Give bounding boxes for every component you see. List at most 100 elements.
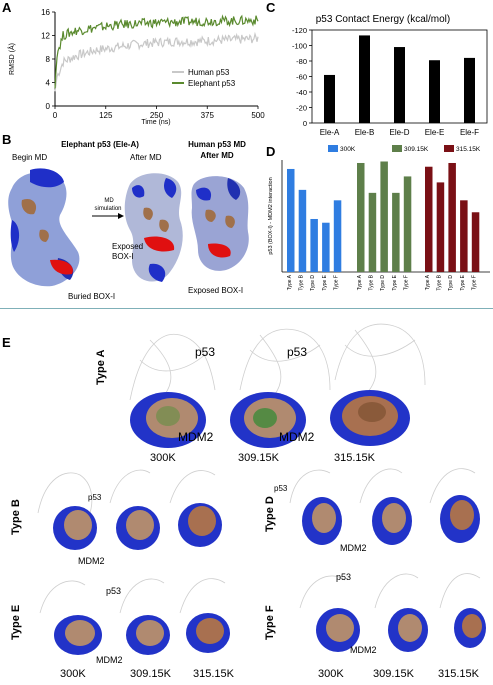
bottom-temp-300-left: 300K <box>60 668 86 680</box>
bottom-temp-309-left: 309.15K <box>130 668 171 680</box>
rmsd-ytick-label: 16 <box>41 8 50 17</box>
box1-bar <box>322 222 330 272</box>
box1-category-label: Type A <box>287 274 293 290</box>
rmsd-ytick-label: 0 <box>46 102 51 111</box>
type-b-p53-label: p53 <box>88 493 102 502</box>
contact-category-label: Ele-D <box>389 128 409 137</box>
box1-category-label: Type A <box>425 274 431 290</box>
type-a-temp-309: 309.15K <box>238 452 279 464</box>
panel-e-letter: E <box>2 335 11 350</box>
after-md-surface <box>124 173 183 282</box>
contact-ytick-label: -120 <box>292 26 307 35</box>
human-p53-title-1: Human p53 MD <box>188 140 246 149</box>
contact-ytick-label: -60 <box>296 73 307 82</box>
box1-legend-swatch <box>392 145 402 152</box>
box1-ylabel: p53 (BOX-I) - MDM2 interaction <box>268 177 274 254</box>
contact-category-label: Ele-B <box>355 128 375 137</box>
contact-chart-title: p53 Contact Energy (kcal/mol) <box>316 14 451 25</box>
box1-bar <box>425 166 433 272</box>
human-p53-title-2: After MD <box>200 151 234 160</box>
type-b-mdm2-label: MDM2 <box>78 556 105 566</box>
exposed-box-label-1: Exposed <box>112 242 144 251</box>
contact-ytick-label: -100 <box>292 42 307 51</box>
panel-d-letter: D <box>266 144 276 159</box>
exposed-box-i-region <box>144 236 175 252</box>
human-series-line <box>54 31 259 92</box>
box1-category-label: Type F <box>334 275 340 290</box>
type-d-mdm2-label: MDM2 <box>340 543 367 553</box>
elephant-p53-title: Elephant p53 (Ele-A) <box>61 140 139 149</box>
type-e-label: Type E <box>10 604 22 640</box>
type-a-structures <box>129 323 426 448</box>
box1-legend-swatch <box>444 145 454 152</box>
legend-human-label: Human p53 <box>188 68 230 77</box>
box1-bar <box>448 162 456 272</box>
rmsd-xtick-label: 500 <box>251 111 265 120</box>
type-a-temp-300: 300K <box>150 452 176 464</box>
human-exposed-box-i-region <box>208 243 231 258</box>
type-a-temp-315: 315.15K <box>334 452 375 464</box>
type-a-label: Type A <box>95 349 107 385</box>
md-simulation-label-1: MD <box>104 198 114 204</box>
box1-bar <box>471 212 480 272</box>
type-d-label: Type D <box>264 496 276 532</box>
section-divider <box>0 308 493 309</box>
panel-a-letter: A <box>2 0 12 15</box>
panel-b-letter: B <box>2 132 12 147</box>
legend-elephant-label: Elephant p53 <box>188 79 236 88</box>
box1-category-label: Type E <box>392 274 398 290</box>
box1-bar <box>357 162 365 272</box>
bottom-temp-300-right: 300K <box>318 668 344 680</box>
box1-category-label: Type F <box>404 275 410 290</box>
box1-bar <box>392 192 400 272</box>
exposed-box-right-label: Exposed BOX-I <box>188 286 244 295</box>
exposed-box-label-2: BOX-I <box>112 252 134 261</box>
contact-category-label: Ele-A <box>320 128 340 137</box>
type-b-label: Type B <box>10 499 22 535</box>
bottom-temp-309-right: 309.15K <box>373 668 414 680</box>
box1-category-label: Type D <box>310 275 316 291</box>
box1-legend-label: 309.15K <box>404 146 429 153</box>
panel-c-letter: C <box>266 0 276 15</box>
contact-bar <box>324 74 335 123</box>
type-a-mdm2-label-1: MDM2 <box>178 430 214 444</box>
type-e-structures <box>39 578 230 655</box>
rmsd-xlabel: Time (ns) <box>141 119 170 126</box>
rmsd-xtick-label: 250 <box>150 111 164 120</box>
type-e-p53-label: p53 <box>106 586 122 596</box>
box1-legend-swatch <box>328 145 338 152</box>
box1-bar <box>298 189 307 272</box>
box1-legend-label: 315.15K <box>456 146 481 153</box>
box1-bar <box>368 192 377 272</box>
box1-category-label: Type F <box>472 275 478 290</box>
box1-category-label: Type B <box>298 274 304 290</box>
md-simulation-label-2: simulation <box>94 206 122 212</box>
rmsd-xtick-label: 125 <box>99 111 113 120</box>
type-a-p53-label-1: p53 <box>195 345 216 359</box>
box1-interaction-chart: 300K 309.15K 315.15K p53 (BOX-I) - MDM2 in… <box>268 145 490 291</box>
type-d-structures <box>289 468 480 545</box>
type-a-mdm2-label-2: MDM2 <box>279 430 315 444</box>
box1-category-label: Type A <box>357 274 363 290</box>
box1-category-label: Type B <box>436 274 442 290</box>
contact-ytick-label: -80 <box>296 57 307 66</box>
box1-bar <box>333 200 342 272</box>
contact-category-label: Ele-E <box>425 128 445 137</box>
rmsd-ytick-label: 8 <box>46 55 51 64</box>
contact-ytick-label: 0 <box>303 119 307 128</box>
type-d-p53-label: p53 <box>274 484 288 493</box>
box1-category-label: Type D <box>380 275 386 291</box>
contact-bar <box>429 60 440 123</box>
rmsd-xtick-label: 375 <box>201 111 215 120</box>
rmsd-ylabel: RMSD (Å) <box>7 43 16 75</box>
type-f-label: Type F <box>264 605 276 640</box>
box1-bar <box>287 168 295 272</box>
box1-category-label: Type D <box>448 275 454 291</box>
type-f-mdm2-label: MDM2 <box>350 645 377 655</box>
box1-bar <box>380 161 388 272</box>
box1-legend-label: 300K <box>340 146 356 153</box>
contact-category-label: Ele-F <box>460 128 479 137</box>
protein-surfaces-b <box>8 168 249 287</box>
elephant-series-line <box>54 14 259 89</box>
